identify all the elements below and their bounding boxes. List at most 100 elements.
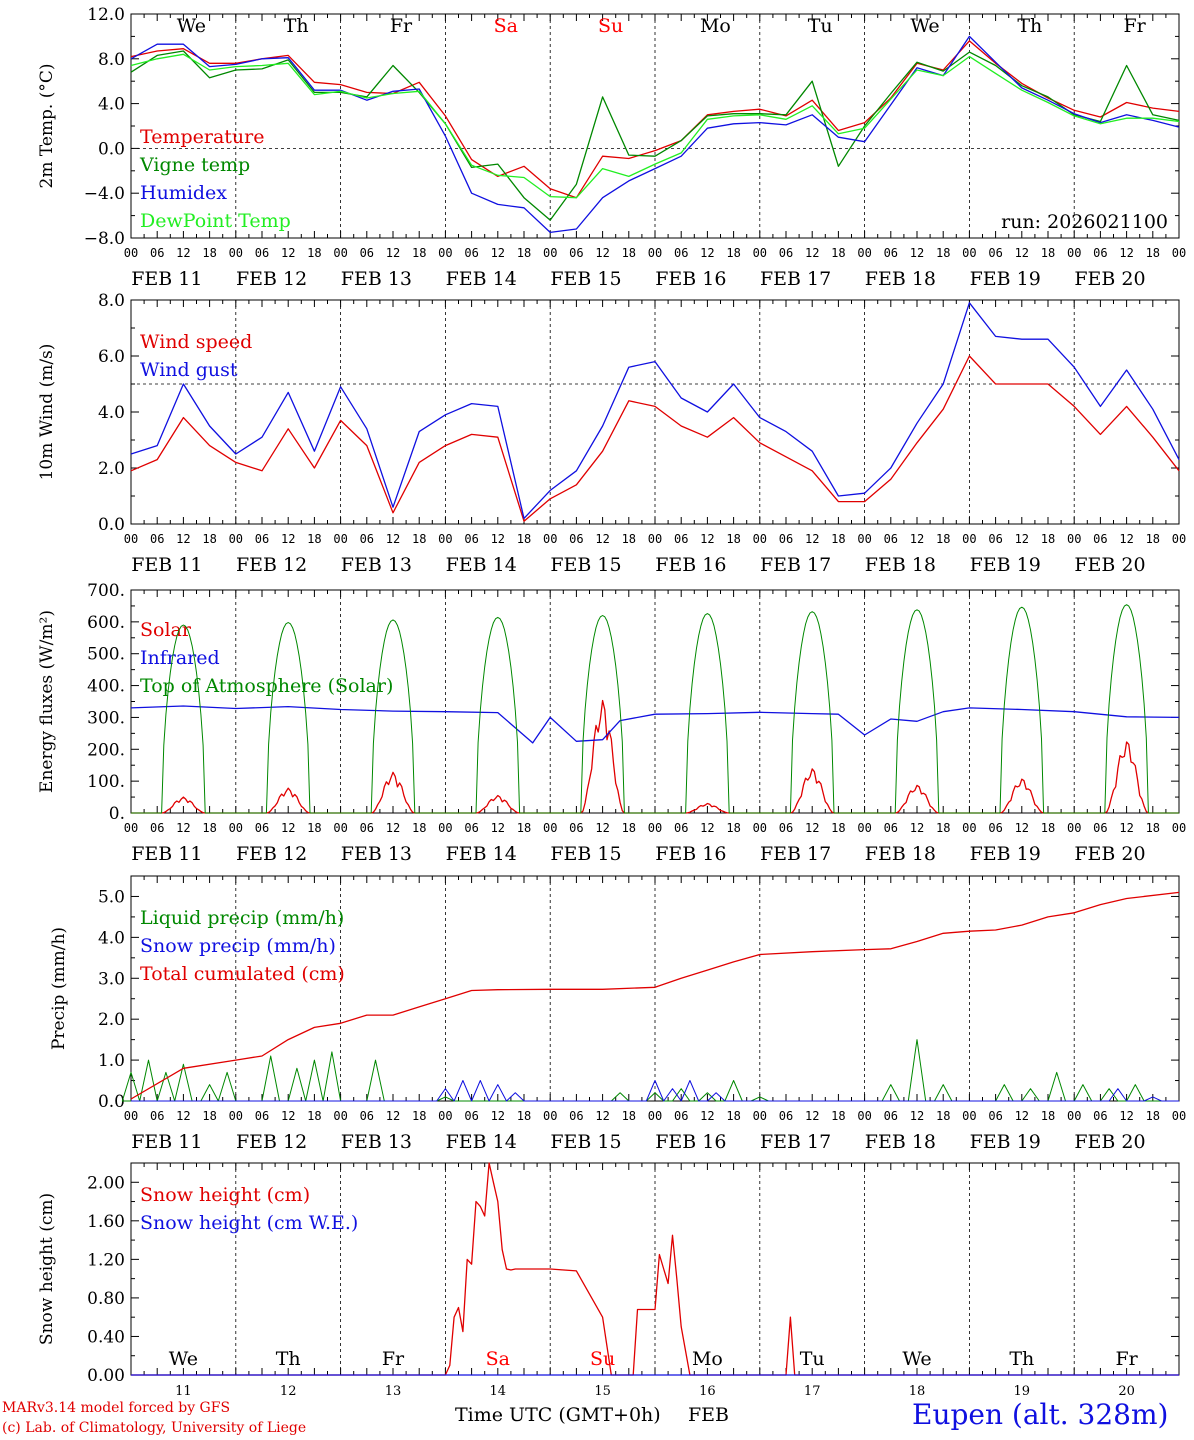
- date-label: FEB 20: [1074, 843, 1145, 865]
- hour-tick-label: 18: [1146, 532, 1160, 546]
- weekday-label: Fr: [382, 1348, 405, 1370]
- date-label: FEB 13: [341, 843, 412, 865]
- hour-tick-label: 00: [333, 246, 347, 260]
- y-tick-label: 4.0: [98, 928, 125, 948]
- hour-tick-label: 00: [229, 532, 243, 546]
- hour-tick-label: 12: [805, 1109, 819, 1123]
- hour-tick-label: 18: [622, 1109, 636, 1123]
- hour-tick-label: 00: [333, 1109, 347, 1123]
- hour-tick-label: 00: [857, 1109, 871, 1123]
- hour-tick-label: 12: [281, 1109, 295, 1123]
- hour-tick-label: 00: [124, 821, 138, 835]
- series-line: [130, 355, 1180, 522]
- legend-label: Humidex: [140, 182, 227, 204]
- hour-tick-label: 18: [1041, 532, 1055, 546]
- date-label: FEB 18: [865, 1131, 936, 1153]
- hour-tick-label: 00: [124, 532, 138, 546]
- hour-tick-label: 06: [884, 246, 898, 260]
- hour-tick-label: 00: [753, 532, 767, 546]
- y-tick-label: 400.: [87, 677, 125, 697]
- hour-tick-label: 18: [1146, 821, 1160, 835]
- legend-label: Wind speed: [140, 331, 252, 353]
- date-label: FEB 19: [970, 843, 1041, 865]
- hour-tick-label: 18: [1041, 821, 1055, 835]
- hour-tick-label: 18: [517, 532, 531, 546]
- weekday-label: Fr: [1115, 1348, 1138, 1370]
- legend-label: Solar: [140, 619, 192, 641]
- date-label: FEB 14: [446, 554, 517, 576]
- hour-tick-label: 00: [753, 821, 767, 835]
- hour-tick-label: 12: [1119, 1109, 1133, 1123]
- y-tick-label: 5.0: [98, 887, 125, 907]
- y-tick-label: 3.0: [98, 969, 125, 989]
- legend-label: DewPoint Temp: [140, 210, 291, 232]
- weekday-label: Su: [590, 1348, 615, 1370]
- day-number-label: 18: [909, 1384, 926, 1399]
- date-label: FEB 12: [236, 268, 307, 290]
- legend-label: Wind gust: [140, 359, 238, 381]
- hour-tick-label: 00: [1067, 821, 1081, 835]
- date-label: FEB 14: [446, 268, 517, 290]
- run-annotation: run: 2026021100: [1001, 211, 1168, 233]
- series-line: [131, 1080, 1179, 1102]
- y-tick-label: 500.: [87, 645, 125, 665]
- hour-tick-label: 00: [1067, 246, 1081, 260]
- hour-tick-label: 18: [412, 246, 426, 260]
- weekday-label: We: [169, 1348, 198, 1370]
- hour-tick-label: 06: [255, 246, 269, 260]
- weekday-label: Mo: [692, 1348, 723, 1370]
- date-label: FEB 15: [550, 268, 621, 290]
- weekday-label: We: [177, 15, 206, 37]
- y-axis-label: Precip (mm/h): [49, 927, 69, 1050]
- hour-tick-label: 06: [779, 246, 793, 260]
- hour-tick-label: 12: [176, 821, 190, 835]
- legend-label: Infrared: [140, 647, 220, 669]
- hour-tick-label: 00: [857, 532, 871, 546]
- y-tick-label: 600.: [87, 613, 125, 633]
- hour-tick-label: 12: [805, 532, 819, 546]
- hour-tick-label: 18: [936, 1109, 950, 1123]
- date-label: FEB 14: [446, 843, 517, 865]
- hour-tick-label: 06: [884, 532, 898, 546]
- x-axis-title: Time UTC (GMT+0h): [455, 1404, 661, 1426]
- hour-tick-label: 12: [910, 1109, 924, 1123]
- hour-tick-label: 12: [281, 532, 295, 546]
- hour-tick-label: 18: [936, 246, 950, 260]
- hour-tick-label: 06: [255, 821, 269, 835]
- hour-tick-label: 06: [464, 821, 478, 835]
- hour-tick-label: 06: [150, 532, 164, 546]
- y-tick-label: 12.0: [87, 5, 125, 25]
- hour-tick-label: 12: [700, 246, 714, 260]
- station-name: Eupen (alt. 328m): [912, 1398, 1169, 1431]
- hour-tick-label: 00: [648, 1109, 662, 1123]
- hour-tick-label: 00: [857, 821, 871, 835]
- hour-tick-label: 12: [700, 532, 714, 546]
- legend-label: Snow height (cm): [140, 1184, 310, 1206]
- hour-tick-label: 18: [307, 532, 321, 546]
- weekday-label: Fr: [1123, 15, 1146, 37]
- plot-frame: [130, 299, 1180, 525]
- hour-tick-label: 18: [726, 1109, 740, 1123]
- hour-tick-label: 18: [1146, 246, 1160, 260]
- date-label: FEB 20: [1074, 554, 1145, 576]
- hour-tick-label: 18: [412, 532, 426, 546]
- hour-tick-label: 00: [1067, 1109, 1081, 1123]
- hour-tick-label: 18: [1146, 1109, 1160, 1123]
- hour-tick-label: 12: [176, 532, 190, 546]
- hour-tick-label: 18: [202, 1109, 216, 1123]
- hour-tick-label: 18: [622, 246, 636, 260]
- hour-tick-label: 00: [124, 1109, 138, 1123]
- day-number-label: 11: [175, 1384, 192, 1399]
- hour-tick-label: 06: [150, 1109, 164, 1123]
- hour-tick-label: 00: [438, 532, 452, 546]
- hour-tick-label: 12: [281, 821, 295, 835]
- legend-label: Temperature: [140, 126, 264, 148]
- hour-tick-label: 12: [491, 821, 505, 835]
- legend-label: Vigne temp: [139, 154, 250, 176]
- hour-tick-label: 06: [255, 532, 269, 546]
- hour-tick-label: 06: [464, 1109, 478, 1123]
- hour-tick-label: 06: [360, 246, 374, 260]
- hour-tick-label: 12: [386, 246, 400, 260]
- series-line: [130, 35, 1180, 234]
- hour-tick-label: 12: [910, 821, 924, 835]
